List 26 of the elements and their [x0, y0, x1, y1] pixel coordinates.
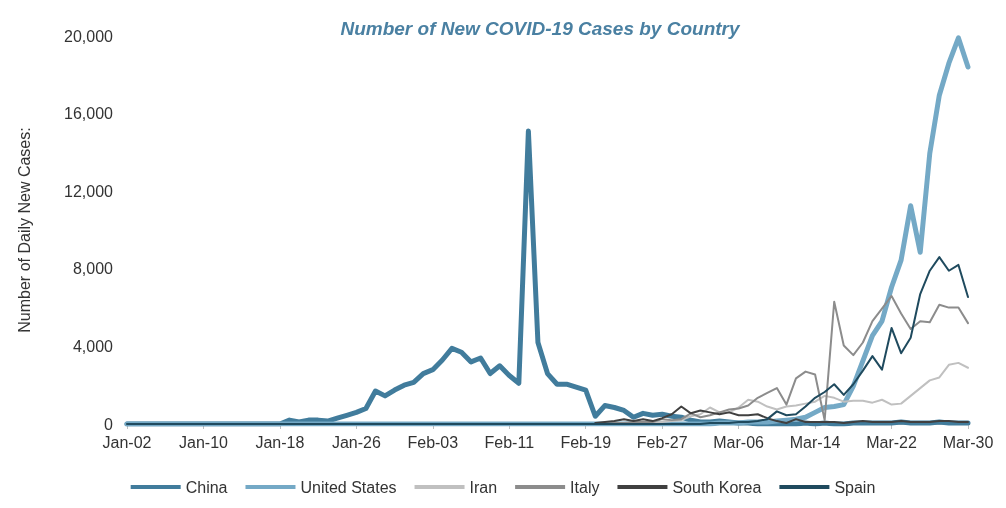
- y-tick-label: 0: [104, 415, 114, 433]
- x-tick-label: Jan-10: [178, 433, 229, 451]
- y-tick-label: 16,000: [64, 105, 114, 123]
- y-tick-label: 8,000: [72, 260, 114, 278]
- x-tick-label: Jan-02: [102, 433, 152, 451]
- x-tick-label: Mar-06: [713, 433, 765, 451]
- y-tick-label: 4,000: [72, 337, 114, 355]
- y-tick-label: 12,000: [64, 182, 114, 200]
- legend-label: Iran: [469, 478, 498, 496]
- legend-label: South Korea: [672, 478, 762, 496]
- legend-label: Italy: [570, 478, 600, 496]
- legend-label: China: [185, 478, 228, 496]
- x-tick-label: Feb-11: [484, 433, 535, 451]
- legend-label: United States: [300, 478, 397, 496]
- x-tick-label: Feb-19: [560, 433, 612, 451]
- x-tick-label: Mar-22: [866, 433, 917, 451]
- x-tick-label: Jan-26: [331, 433, 381, 451]
- legend-label: Spain: [834, 478, 876, 496]
- chart-title: Number of New COVID-19 Cases by Country: [340, 18, 741, 39]
- x-tick-label: Jan-18: [255, 433, 305, 451]
- x-tick-label: Mar-14: [789, 433, 841, 451]
- y-tick-label: 20,000: [64, 27, 114, 45]
- x-tick-label: Mar-30: [942, 433, 994, 451]
- y-axis-title: Number of Daily New Cases:: [15, 127, 33, 333]
- x-tick-label: Feb-27: [636, 433, 688, 451]
- x-tick-label: Feb-03: [407, 433, 459, 451]
